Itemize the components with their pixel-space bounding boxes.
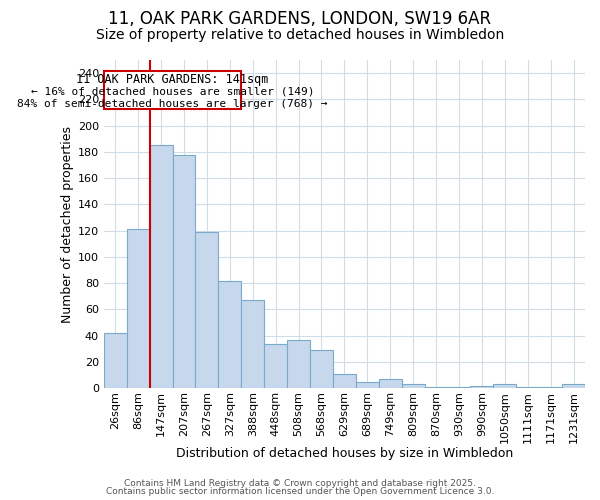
FancyBboxPatch shape [104,70,241,108]
Y-axis label: Number of detached properties: Number of detached properties [61,126,74,322]
Text: Contains HM Land Registry data © Crown copyright and database right 2025.: Contains HM Land Registry data © Crown c… [124,478,476,488]
Text: Contains public sector information licensed under the Open Government Licence 3.: Contains public sector information licen… [106,487,494,496]
Bar [127,230,149,388]
Bar [562,384,585,388]
Text: 11 OAK PARK GARDENS: 141sqm: 11 OAK PARK GARDENS: 141sqm [76,73,269,86]
Bar [539,387,562,388]
Text: 84% of semi-detached houses are larger (768) →: 84% of semi-detached houses are larger (… [17,100,328,110]
Bar [356,382,379,388]
Bar [425,387,448,388]
Bar [448,387,470,388]
Bar [516,387,539,388]
Bar [149,146,173,388]
X-axis label: Distribution of detached houses by size in Wimbledon: Distribution of detached houses by size … [176,447,513,460]
Bar [173,154,196,388]
Bar [104,333,127,388]
Bar [287,340,310,388]
Text: Size of property relative to detached houses in Wimbledon: Size of property relative to detached ho… [96,28,504,42]
Text: ← 16% of detached houses are smaller (149): ← 16% of detached houses are smaller (14… [31,86,314,97]
Bar [310,350,333,388]
Bar [264,344,287,388]
Bar [379,379,401,388]
Bar [470,386,493,388]
Bar [401,384,425,388]
Text: 11, OAK PARK GARDENS, LONDON, SW19 6AR: 11, OAK PARK GARDENS, LONDON, SW19 6AR [109,10,491,28]
Bar [196,232,218,388]
Bar [218,280,241,388]
Bar [493,384,516,388]
Bar [333,374,356,388]
Bar [241,300,264,388]
